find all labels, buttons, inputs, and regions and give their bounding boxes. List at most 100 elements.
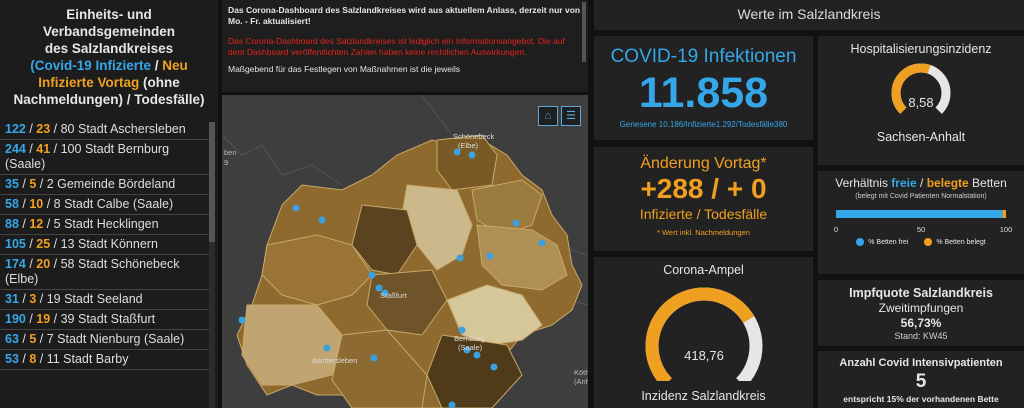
item-rest: 58 Stadt Schönebeck (Elbe) [5, 257, 180, 286]
item-rest: 5 Stadt Hecklingen [53, 217, 159, 231]
region-nienburg [366, 269, 448, 336]
home-button[interactable]: ⌂ [538, 106, 558, 126]
label-bernburg: Bernburg [454, 334, 485, 343]
beds-bar-chart: 0 50 100 [834, 210, 1013, 234]
right-header-title: Werte im Salzlandkreis [737, 6, 881, 22]
legend-late-reports: Nachmeldungen) [13, 92, 123, 107]
item-sep: / [18, 217, 30, 231]
beds-legend-occupied: % Betten belegt [924, 238, 986, 246]
region-koennern [446, 284, 543, 346]
list-scrollbar[interactable] [209, 122, 215, 408]
map-markers [238, 148, 546, 408]
list-item[interactable]: 244 / 41 / 100 Stadt Bernburg (Saale) [0, 140, 209, 175]
notice-update-text: Das Corona-Dashboard des Salzlandkreises… [228, 5, 581, 26]
item-infected: 174 [5, 257, 26, 271]
icu-tile: Anzahl Covid Intensivpatienten 5 entspri… [818, 351, 1024, 408]
list-header: Einheits- und Verbandsgemeinden des Salz… [0, 0, 218, 108]
beds-legend-occupied-dot [924, 238, 933, 246]
infections-title: COVID-19 Infektionen [610, 46, 797, 67]
hospitalization-caption: Sachsen-Anhalt [876, 130, 966, 144]
item-new: 8 [29, 352, 37, 366]
layer-list-button[interactable]: ☰ [561, 106, 581, 126]
ampel-tile: Corona-Ampel 418,76 Inzidenz Salzlandkre… [594, 257, 813, 408]
list-item[interactable]: 88 / 12 / 5 Stadt Hecklingen [0, 215, 209, 235]
district-map[interactable]: Schönebeck (Elbe) Staßfurt Aschersleben … [222, 95, 588, 408]
label-anhalt: (Anh [574, 377, 588, 386]
item-infected: 105 [5, 237, 26, 251]
right-header: Werte im Salzlandkreis [594, 0, 1024, 30]
item-sep: / [36, 177, 47, 191]
vaccination-tile: Impfquote Salzlandkreis Zweitimpfungen 5… [818, 280, 1024, 346]
region-hecklingen [261, 234, 373, 306]
item-sep: / [18, 352, 30, 366]
beds-legend-free: % Betten frei [856, 238, 908, 246]
hospitalization-title: Hospitalisierungsinzidenz [850, 42, 992, 56]
list-scrollbar-thumb[interactable] [209, 122, 215, 242]
item-infected: 190 [5, 312, 26, 326]
ampel-value: 418,76 [684, 348, 724, 363]
legend-new: Neu [162, 58, 188, 73]
list-item[interactable]: 174 / 20 / 58 Stadt Schönebeck (Elbe) [0, 255, 209, 290]
list-item[interactable]: 35 / 5 / 2 Gemeinde Bördeland [0, 175, 209, 195]
list-item[interactable]: 63 / 5 / 7 Stadt Nienburg (Saale) [0, 330, 209, 350]
item-sep: / [25, 312, 37, 326]
item-rest: 13 Stadt Könnern [60, 237, 158, 251]
item-sep: / [43, 217, 54, 231]
vaccination-value: 56,73% [900, 316, 942, 330]
icu-title: Anzahl Covid Intensivpatienten [839, 357, 1003, 369]
notice-measures-text: Maßgebend für das Festlegen von Maßnahme… [228, 64, 460, 74]
item-sep: / [25, 142, 37, 156]
item-infected: 31 [5, 292, 19, 306]
item-sep: / [50, 312, 61, 326]
change-subtext: Infizierte / Todesfälle [639, 206, 768, 222]
item-new: 5 [29, 177, 37, 191]
list-item[interactable]: 31 / 3 / 19 Stadt Seeland [0, 290, 209, 310]
infections-subtext: Genesene 10.186/Infizierte1.292/Todesfäl… [619, 120, 788, 129]
beds-title-post: Betten [972, 176, 1007, 190]
label-saale: (Saale) [458, 343, 483, 352]
region-seeland [331, 329, 428, 408]
legend-new-line2: Infizierte Vortag [38, 75, 140, 90]
item-sep: / [36, 352, 47, 366]
home-icon: ⌂ [544, 110, 552, 122]
map-canvas[interactable]: Schönebeck (Elbe) Staßfurt Aschersleben … [222, 95, 588, 408]
item-infected: 58 [5, 197, 19, 211]
legend-infected: (Covid-19 Infizierte [30, 58, 151, 73]
label-schoenebeck: Schönebeck [453, 132, 495, 141]
item-sep: / [18, 292, 30, 306]
vaccination-subtitle: Zweitimpfungen [878, 301, 964, 315]
change-title: Änderung Vortag* [640, 155, 767, 172]
ampel-gauge-fill [645, 287, 754, 381]
item-new: 3 [29, 292, 37, 306]
change-tile: Änderung Vortag* +288 / + 0 Infizierte /… [594, 147, 813, 251]
ampel-caption: Inzidenz Salzlandkreis [641, 389, 766, 403]
list-item[interactable]: 105 / 25 / 13 Stadt Könnern [0, 235, 209, 255]
beds-tick-100: 100 [1000, 225, 1013, 234]
item-infected: 35 [5, 177, 19, 191]
item-sep: / [50, 142, 61, 156]
item-rest: 8 Stadt Calbe (Saale) [53, 197, 174, 211]
beds-legend-occupied-label: % Betten belegt [936, 238, 986, 246]
region-schoenebeck [436, 134, 498, 191]
item-new: 5 [29, 332, 37, 346]
beds-title-free: freie [891, 176, 917, 190]
item-sep: / [25, 237, 37, 251]
item-infected: 122 [5, 122, 26, 136]
item-infected: 63 [5, 332, 19, 346]
ampel-title: Corona-Ampel [663, 263, 744, 277]
legend-separator: / [154, 58, 159, 73]
list-item[interactable]: 122 / 23 / 80 Stadt Aschersleben [0, 120, 209, 140]
item-rest: 100 Stadt Bernburg (Saale) [5, 142, 170, 171]
list-item[interactable]: 58 / 10 / 8 Stadt Calbe (Saale) [0, 195, 209, 215]
list-item[interactable]: 190 / 19 / 39 Stadt Staßfurt [0, 310, 209, 330]
vaccination-stand: Stand: KW45 [894, 331, 948, 341]
municipality-list[interactable]: 122 / 23 / 80 Stadt Aschersleben 244 / 41… [0, 120, 209, 370]
icu-value: 5 [915, 371, 927, 392]
notice-scrollbar[interactable] [582, 2, 586, 62]
beds-subtitle: (belegt mit Covid Patienten Normalstatio… [855, 193, 987, 200]
legend-paren: (ohne [143, 75, 180, 90]
item-sep: / [18, 177, 30, 191]
item-infected: 244 [5, 142, 26, 156]
label-stassfurt: Staßfurt [380, 291, 408, 300]
list-item[interactable]: 53 / 8 / 11 Stadt Barby [0, 350, 209, 370]
